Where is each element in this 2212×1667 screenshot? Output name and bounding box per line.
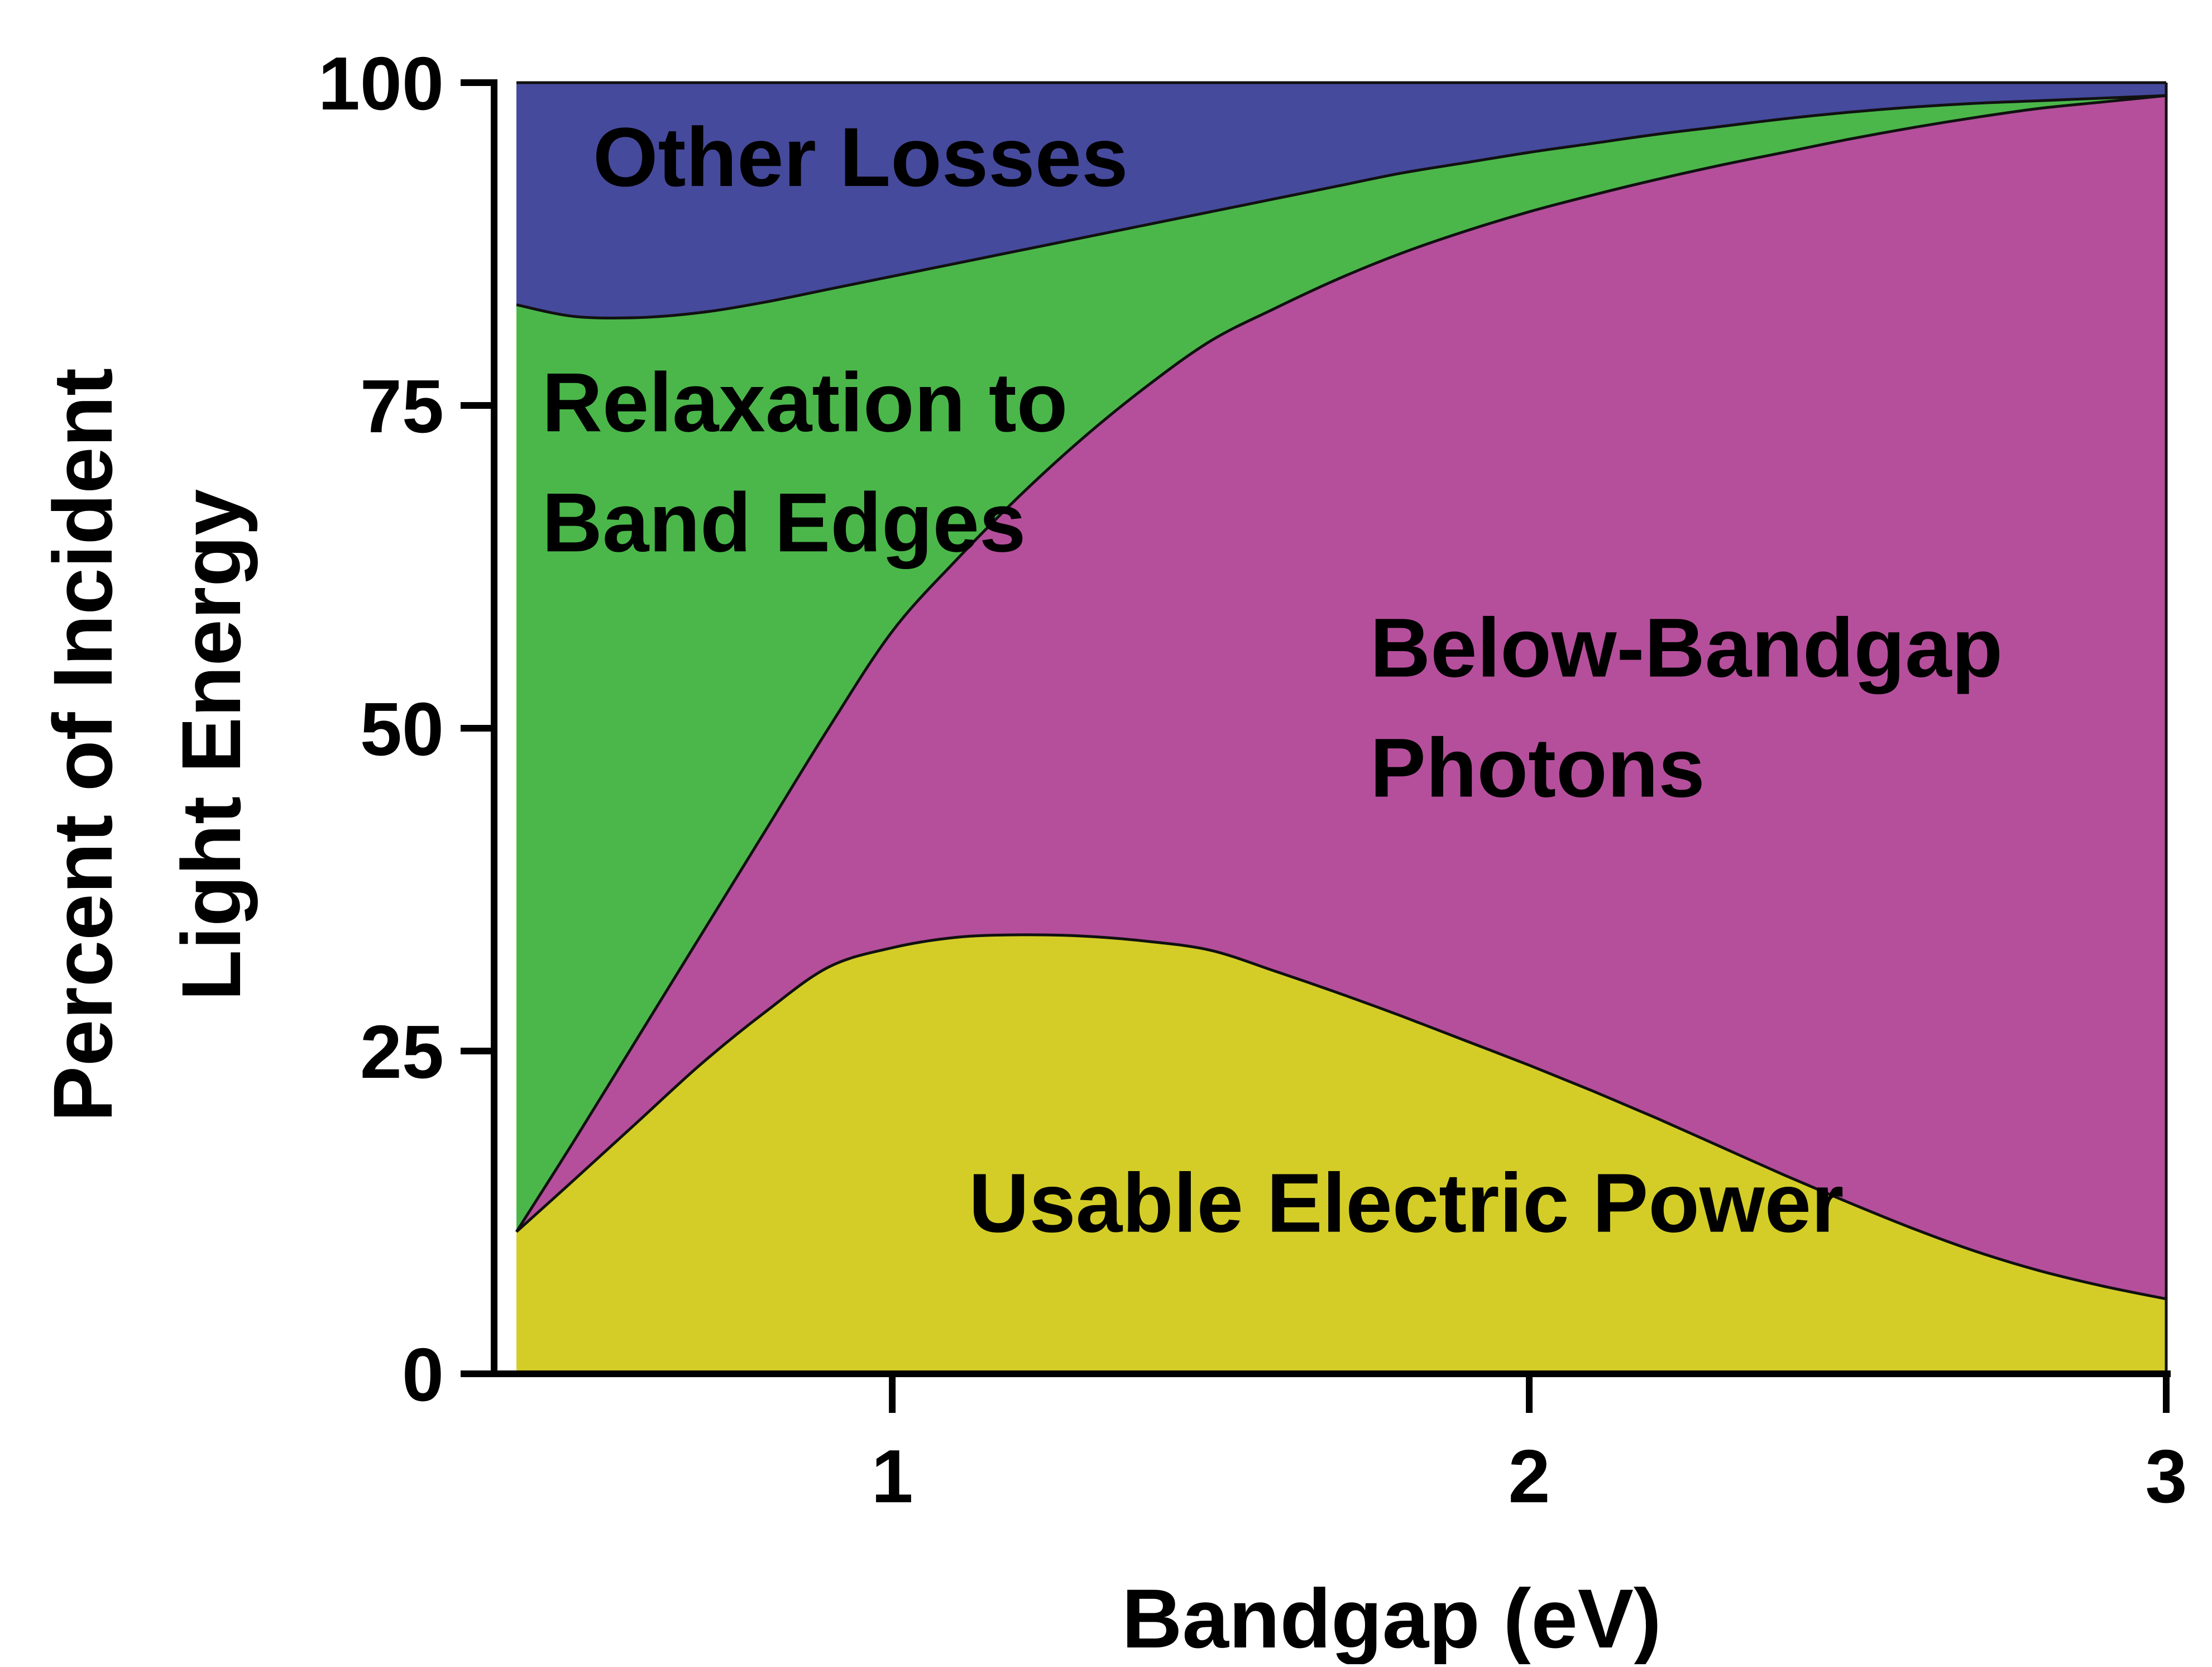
region-label-below-bandgap-photons-1: Below-Bandgap [1370,601,2003,695]
region-label-other-losses-1: Other Losses [593,110,1128,204]
region-label-relaxation-to-band-edges-1: Relaxation to [542,355,1068,449]
y-axis-title-line-1: Percent of Incident [36,368,130,1122]
area-relaxation [516,95,2166,1232]
boundary-line-relaxation-top [516,94,2167,320]
y-axis-title-line-2: Light Energy [164,489,258,1001]
chart-areas [516,83,2166,1374]
region-label-usable-electric-power-1: Usable Electric Power [969,1156,1844,1250]
y-tick-label-0: 0 [402,1332,444,1417]
y-tick-label-75: 75 [360,364,444,448]
x-tick-label-2: 2 [1509,1434,1550,1518]
region-label-below-bandgap-photons-2: Photons [1370,721,1705,815]
y-tick-label-100: 100 [318,41,444,126]
y-tick-label-50: 50 [360,687,444,771]
area-below-bandgap [516,95,2166,1299]
y-tick-label-25: 25 [360,1010,444,1094]
x-tick-label-1: 1 [872,1434,913,1518]
area-usable [516,934,2166,1374]
boundary-line-below-bandgap-top [515,94,2167,1233]
x-axis-title: Bandgap (eV) [1122,1572,1662,1664]
area-other-losses [516,83,2166,318]
chart-labels: Usable Electric Power Below-Bandgap Photon… [542,110,2003,1250]
chart-boundary-lines [515,81,2168,1374]
boundary-line-usable-top [515,933,2167,1301]
region-label-relaxation-to-band-edges-2: Band Edges [542,475,1026,569]
chart-axes: 0 25 50 75 100 1 2 3 Bandgap (eV) Percent of Inci… [36,41,2187,1665]
x-tick-label-3: 3 [2145,1434,2187,1518]
